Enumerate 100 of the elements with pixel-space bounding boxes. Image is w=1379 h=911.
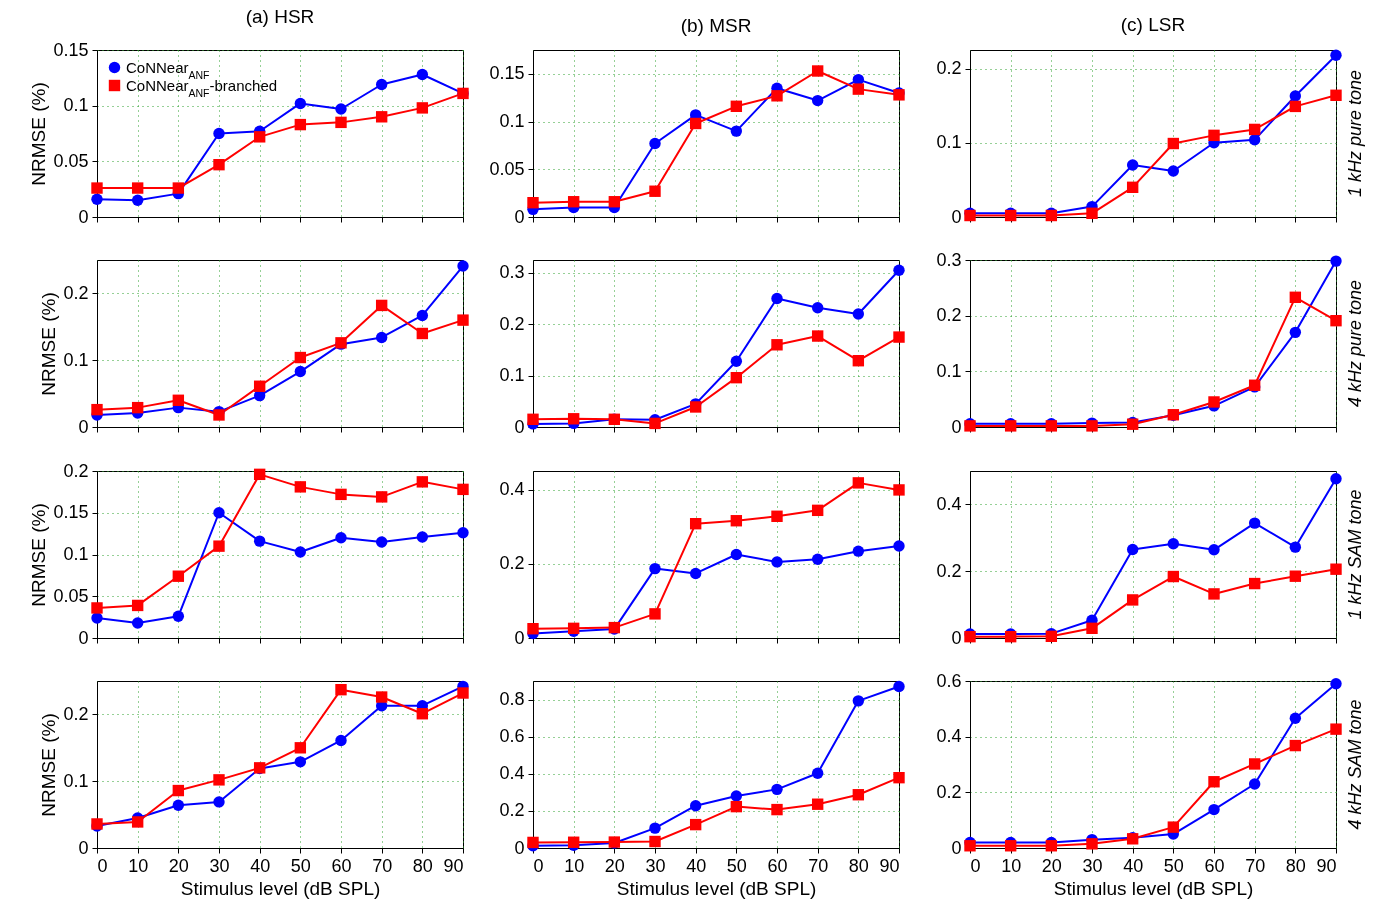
point	[253, 535, 266, 547]
x-tick-label: 40	[686, 855, 707, 876]
x-tick-label: 60	[767, 855, 788, 876]
y-axis-title: NRMSE (%)	[38, 713, 60, 817]
point	[527, 623, 539, 635]
point	[1330, 678, 1342, 690]
point	[771, 339, 783, 351]
point	[294, 756, 307, 768]
x-tick-label: 60	[331, 855, 352, 876]
point	[730, 125, 743, 137]
point	[852, 477, 865, 489]
point	[527, 196, 539, 209]
text: 4 kHz pure tone	[1345, 279, 1365, 408]
y-tick-label: 0.4	[499, 479, 525, 500]
y-tick-label: 0.2	[936, 305, 962, 326]
point	[1208, 396, 1220, 408]
point	[893, 264, 905, 276]
point	[1248, 758, 1261, 770]
point	[213, 409, 225, 421]
y-tick-label: 0	[78, 206, 89, 227]
y-tick-label: 0.15	[53, 502, 89, 523]
chart-title: (c) LSR	[1120, 14, 1186, 36]
point	[893, 771, 905, 784]
point	[1248, 134, 1261, 146]
y-tick-label: 0.6	[936, 670, 962, 691]
x-tick-label: 30	[209, 855, 230, 876]
y-tick-label: 0.05	[53, 150, 89, 171]
y-axis-title: NRMSE (%)	[28, 503, 50, 607]
point	[771, 510, 783, 522]
y-tick-label: 0.4	[936, 493, 962, 514]
point	[294, 97, 307, 110]
point	[375, 491, 388, 503]
point	[771, 556, 783, 568]
x-tick-label: 0	[533, 855, 544, 876]
point	[852, 789, 865, 801]
point	[172, 182, 185, 194]
point	[1208, 588, 1220, 600]
x-tick-label: 40	[250, 855, 271, 876]
point	[1330, 89, 1342, 101]
x-tick-label: 10	[564, 855, 585, 876]
point	[730, 548, 743, 561]
point	[457, 527, 469, 539]
point	[335, 683, 347, 696]
x-tick-label: 70	[808, 855, 829, 876]
point	[335, 734, 347, 747]
x-tick-label: 70	[1245, 855, 1266, 876]
point	[253, 131, 266, 143]
y-tick-label: 0	[78, 627, 89, 648]
point	[1208, 129, 1220, 142]
point	[1289, 326, 1302, 339]
y-tick-label: 0.05	[489, 158, 525, 179]
point	[375, 331, 388, 344]
point	[1208, 544, 1220, 556]
point	[730, 800, 743, 813]
point	[649, 822, 661, 834]
point	[131, 182, 144, 194]
point	[1248, 517, 1261, 529]
y-tick-label: 0.2	[499, 800, 525, 821]
point	[730, 515, 743, 527]
point	[649, 137, 661, 150]
point	[852, 545, 865, 557]
y-tick-label: 0.2	[63, 282, 89, 303]
y-tick-label: 0.1	[499, 365, 525, 386]
y-tick-label: 0	[78, 416, 89, 437]
point	[172, 610, 185, 622]
point	[1289, 570, 1302, 582]
x-tick-label: 80	[848, 855, 869, 876]
point	[1208, 803, 1220, 816]
x-tick-label: 0	[97, 855, 108, 876]
point	[771, 783, 783, 796]
point	[811, 767, 824, 779]
point	[893, 540, 905, 552]
point	[1289, 712, 1302, 724]
point	[1167, 165, 1180, 177]
point	[91, 403, 103, 416]
point	[172, 784, 185, 797]
point	[294, 546, 307, 558]
x-tick-label: 60	[1204, 855, 1225, 876]
y-tick-label: 0.4	[499, 763, 525, 784]
point	[1330, 314, 1342, 327]
point	[1208, 776, 1220, 788]
point	[771, 292, 783, 305]
point	[852, 355, 865, 367]
chart-title: (b) MSR	[680, 15, 752, 36]
text: 4 kHz SAM tone	[1345, 699, 1365, 830]
y-tick-label: 0.6	[499, 726, 525, 747]
point	[1248, 577, 1261, 590]
point	[131, 599, 144, 612]
point	[172, 570, 185, 582]
point	[457, 483, 469, 496]
point	[335, 488, 347, 501]
chart-title: (a) HSR	[245, 6, 315, 27]
point	[1167, 538, 1180, 550]
point	[294, 365, 307, 378]
y-tick-label: 0	[514, 627, 525, 648]
y-tick-label: 0.1	[499, 111, 525, 132]
x-tick-label: 10	[128, 855, 149, 876]
point	[730, 355, 743, 367]
point	[811, 302, 824, 314]
point	[811, 94, 824, 107]
